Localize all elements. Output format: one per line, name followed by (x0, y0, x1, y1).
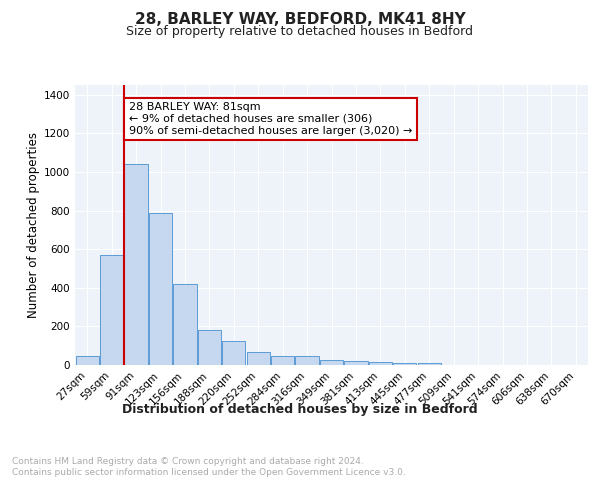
Text: Contains HM Land Registry data © Crown copyright and database right 2024.
Contai: Contains HM Land Registry data © Crown c… (12, 458, 406, 477)
Bar (198, 330, 221, 365)
Text: Size of property relative to detached houses in Bedford: Size of property relative to detached ho… (127, 25, 473, 38)
Y-axis label: Number of detached properties: Number of detached properties (27, 132, 40, 318)
Bar (344, 361, 368, 365)
Bar (271, 356, 294, 365)
Bar (369, 362, 392, 365)
Bar (100, 254, 123, 365)
Bar (222, 341, 245, 365)
Bar (418, 363, 441, 365)
Bar (320, 360, 343, 365)
Bar (124, 164, 148, 365)
Text: Distribution of detached houses by size in Bedford: Distribution of detached houses by size … (122, 402, 478, 415)
Bar (76, 356, 99, 365)
Bar (247, 352, 270, 365)
Text: 28, BARLEY WAY, BEDFORD, MK41 8HY: 28, BARLEY WAY, BEDFORD, MK41 8HY (134, 12, 466, 28)
Text: 28 BARLEY WAY: 81sqm
← 9% of detached houses are smaller (306)
90% of semi-detac: 28 BARLEY WAY: 81sqm ← 9% of detached ho… (129, 102, 412, 136)
Bar (295, 356, 319, 365)
Bar (393, 363, 416, 365)
Bar (173, 284, 197, 365)
Bar (149, 214, 172, 365)
